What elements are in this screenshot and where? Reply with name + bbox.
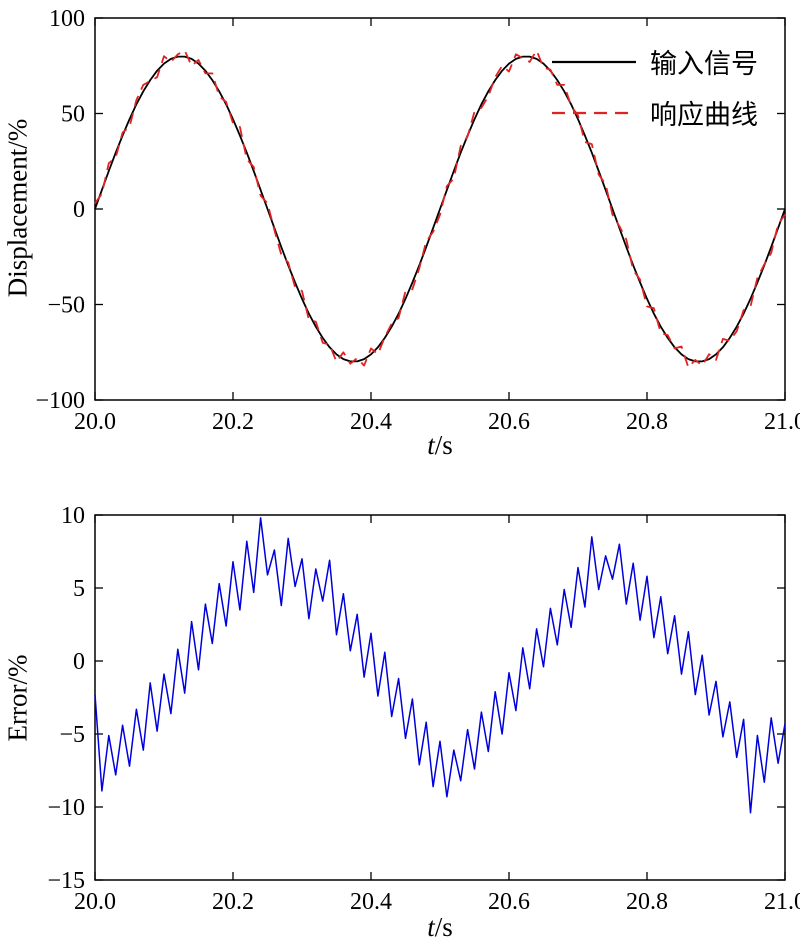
error-x-axis-label: t/s	[427, 912, 453, 943]
x-axis-unit: /s	[434, 430, 453, 460]
series-line	[94, 517, 786, 814]
chart-legend: 输入信号 响应曲线	[550, 42, 758, 132]
input-signal-line-sample	[552, 60, 636, 63]
legend-item-input-signal: 输入信号	[550, 42, 758, 81]
y-tick-label: 10	[61, 503, 85, 529]
x-tick-label: 20.0	[74, 889, 116, 915]
legend-label-response-curve: 响应曲线	[650, 100, 758, 130]
x-tick-label: 20.2	[212, 409, 254, 435]
y-tick-label: −15	[47, 868, 85, 894]
y-tick-label: 5	[73, 576, 85, 602]
series-line	[94, 49, 786, 369]
legend-item-response-curve: 响应曲线	[550, 93, 758, 132]
error-y-axis-label: Error/%	[2, 654, 33, 742]
y-tick-label: −5	[59, 722, 85, 748]
error-chart: 20.0 20.2 20.4 20.6 20.8 21.0 −15 −10 −5 0 5 10	[47, 503, 800, 915]
y-tick-label: −10	[47, 795, 85, 821]
y-tick-label: 100	[49, 6, 85, 32]
x-axis-variable: t	[427, 430, 435, 460]
displacement-x-axis-label: t/s	[427, 430, 453, 461]
plot-frame	[94, 514, 786, 881]
x-tick-label: 20.6	[488, 409, 530, 435]
y-tick-label: 0	[73, 197, 85, 223]
legend-label-input-signal: 输入信号	[650, 49, 758, 79]
x-tick-label: 20.0	[74, 409, 116, 435]
displacement-figure: 20.0 20.2 20.4 20.6 20.8 21.0 −100 −50 0 50 100 Di…	[0, 0, 800, 470]
y-tick-label: −100	[35, 388, 85, 414]
y-tick-label: −50	[47, 293, 85, 319]
x-tick-label: 20.4	[350, 889, 392, 915]
x-tick-label: 20.8	[626, 409, 668, 435]
x-tick-label: 21.0	[764, 409, 800, 435]
x-axis-variable: t	[427, 912, 435, 942]
response-curve-line-sample	[552, 111, 636, 114]
x-tick-label: 20.2	[212, 889, 254, 915]
x-tick-label: 21.0	[764, 889, 800, 915]
displacement-y-axis-label: Displacement/%	[2, 118, 33, 298]
y-tick-label: 0	[73, 649, 85, 675]
displacement-chart: 20.0 20.2 20.4 20.6 20.8 21.0 −100 −50 0 50 100	[35, 6, 800, 435]
x-tick-label: 20.8	[626, 889, 668, 915]
x-axis-unit: /s	[434, 912, 453, 942]
y-tick-label: 50	[61, 102, 85, 128]
x-tick-label: 20.6	[488, 889, 530, 915]
error-figure: 20.0 20.2 20.4 20.6 20.8 21.0 −15 −10 −5 0 5 10 Err…	[0, 470, 800, 949]
x-tick-label: 20.4	[350, 409, 392, 435]
